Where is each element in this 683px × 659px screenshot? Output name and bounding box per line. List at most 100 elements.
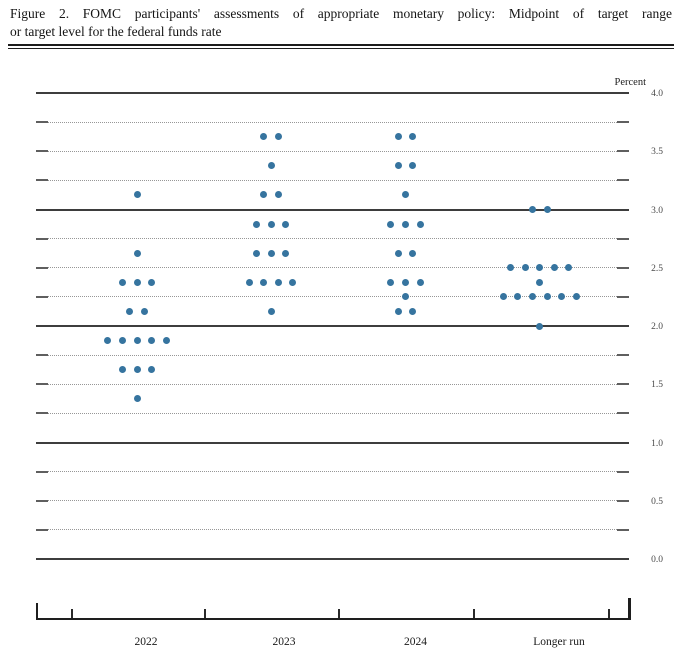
figure-title: Figure 2. FOMC participants' assessments… — [10, 5, 672, 41]
gridline-dotted — [36, 412, 629, 415]
projection-dot — [387, 220, 395, 228]
projection-dot — [521, 264, 529, 272]
gridline-solid — [36, 208, 629, 211]
projection-dot — [394, 162, 402, 170]
figure-title-line-1: Figure 2. FOMC participants' assessments… — [10, 6, 672, 21]
projection-dot — [274, 191, 282, 199]
projection-dot — [252, 249, 260, 257]
projection-dot — [387, 278, 395, 286]
gridline-solid — [36, 558, 629, 560]
y-axis-tick-label: 2.5 — [651, 263, 663, 274]
x-axis-category-label: 2024 — [404, 636, 427, 648]
projection-dot — [550, 264, 558, 272]
x-axis-tick — [71, 609, 73, 618]
projection-dot — [558, 293, 566, 301]
x-axis-category-label: Longer run — [533, 636, 585, 648]
projection-dot — [104, 337, 112, 345]
projection-dot — [133, 278, 141, 286]
projection-dot — [274, 278, 282, 286]
projection-dot — [274, 133, 282, 141]
projection-dot — [514, 293, 522, 301]
projection-dot — [416, 278, 424, 286]
projection-dot — [543, 206, 551, 213]
x-axis-left-endcap — [36, 603, 38, 619]
title-double-rule-bottom — [8, 48, 674, 49]
projection-dot — [394, 307, 402, 315]
projection-dot — [409, 249, 417, 257]
projection-dot — [118, 278, 126, 286]
projection-dot — [282, 249, 290, 257]
projection-dot — [394, 249, 402, 257]
x-axis-tick — [338, 609, 340, 618]
gridline-dotted — [36, 237, 629, 240]
projection-dot — [536, 322, 544, 330]
gridline-dotted — [36, 383, 629, 386]
projection-dot — [148, 366, 156, 374]
x-axis-category-label: 2022 — [134, 636, 158, 648]
gridline-solid — [36, 92, 629, 94]
projection-dot — [267, 249, 275, 257]
projection-dot — [133, 337, 141, 345]
projection-dot — [118, 337, 126, 345]
projection-dot — [409, 307, 417, 315]
x-axis-baseline — [36, 618, 631, 620]
x-axis-tick — [608, 609, 610, 618]
projection-dot — [118, 366, 126, 374]
projection-dot — [267, 220, 275, 228]
x-axis-category-label: 2023 — [272, 636, 296, 648]
projection-dot — [507, 264, 514, 272]
y-axis-tick-label: 0.5 — [651, 496, 663, 507]
projection-dot — [565, 264, 573, 272]
projection-dot — [133, 191, 141, 199]
gridline-dotted — [36, 499, 629, 502]
projection-dot — [528, 293, 536, 301]
projection-dot — [267, 162, 275, 170]
y-axis-tick-label: 0.0 — [651, 555, 663, 565]
y-axis-tick-label: 3.5 — [651, 147, 663, 158]
projection-dot — [260, 191, 268, 199]
gridline-dotted — [36, 528, 629, 531]
projection-dot — [252, 220, 260, 228]
y-axis-tick-label: 1.5 — [651, 380, 663, 391]
projection-dot — [282, 220, 290, 228]
projection-dot — [536, 278, 544, 286]
y-axis-tick-label: 4.0 — [651, 89, 663, 99]
projection-dot — [289, 278, 297, 286]
gridline-dotted — [36, 266, 629, 269]
x-axis-tick — [473, 609, 475, 618]
y-axis-tick-label: 2.0 — [651, 322, 663, 332]
projection-dot — [402, 191, 409, 199]
projection-dot — [260, 133, 268, 141]
projection-dot — [528, 206, 536, 213]
y-axis-unit-label: Percent — [614, 77, 647, 88]
gridline-dotted — [36, 354, 629, 357]
title-double-rule-top — [8, 44, 674, 46]
projection-dot — [126, 307, 134, 315]
projection-dot — [416, 220, 424, 228]
projection-dot — [409, 133, 417, 141]
projection-dot — [394, 133, 402, 141]
projection-dot — [162, 337, 170, 345]
projection-dot — [402, 293, 409, 301]
gridline-solid — [36, 325, 629, 327]
projection-dot — [536, 264, 544, 272]
gridline-solid — [36, 441, 629, 444]
projection-dot — [409, 162, 417, 170]
projection-dot — [402, 220, 409, 228]
projection-dot — [245, 278, 253, 286]
projection-dot — [572, 293, 580, 301]
y-axis-tick-label: 1.0 — [651, 438, 663, 449]
gridline-dotted — [36, 150, 629, 153]
projection-dot — [402, 278, 409, 286]
gridline-dotted — [36, 295, 629, 298]
gridline-dotted — [36, 179, 629, 182]
x-axis-right-endcap — [628, 598, 631, 619]
projection-dot — [148, 278, 156, 286]
projection-dot — [133, 395, 141, 403]
projection-dot — [140, 307, 148, 315]
projection-dot — [260, 278, 268, 286]
projection-dot — [267, 307, 275, 315]
projection-dot — [133, 366, 141, 374]
